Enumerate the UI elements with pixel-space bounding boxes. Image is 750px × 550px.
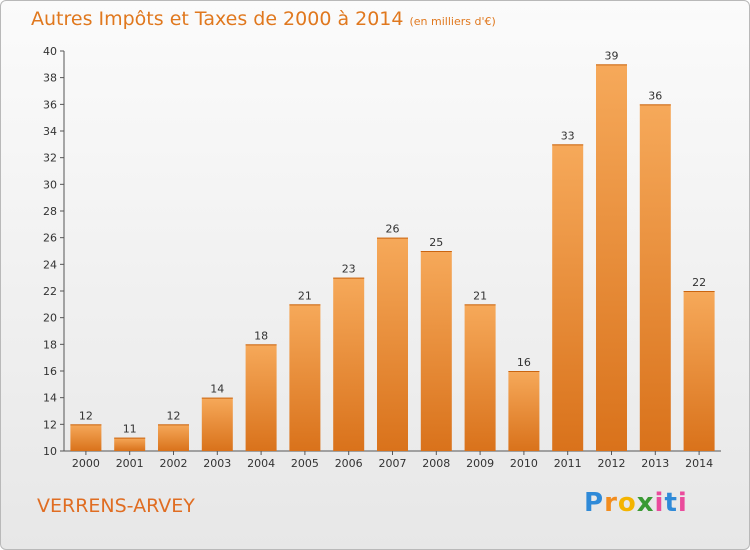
y-tick-label: 28 [43,205,57,218]
y-tick-label: 26 [43,232,57,245]
unit-label: (en milliers d'€) [409,15,496,28]
x-tick-label: 2003 [203,457,231,470]
y-tick-label: 24 [43,258,57,271]
bar-2001 [114,437,146,451]
bar-2006 [333,277,365,451]
x-tick-label: 2000 [72,457,100,470]
labels: 12 2000 11 2001 12 2002 14 2003 18 2004 21 2005 23 20… [72,49,713,470]
x-tick-label: 2013 [641,457,669,470]
data-label: 25 [429,236,443,249]
x-tick-label: 2006 [335,457,363,470]
data-label: 33 [561,129,575,142]
data-label: 12 [79,409,93,422]
y-tick-label: 40 [43,45,57,58]
bar-2009 [464,304,496,451]
data-label: 11 [123,423,137,436]
y-tick-label: 18 [43,338,57,351]
x-tick-label: 2012 [598,457,626,470]
y-tick-label: 30 [43,178,57,191]
title-text: Autres Impôts et Taxes de 2000 à 2014 [31,8,404,30]
bar-2000 [70,424,102,451]
y-tick-label: 22 [43,285,57,298]
bar-2004 [245,344,277,451]
data-label: 36 [648,89,662,102]
data-label: 22 [692,276,706,289]
bar-2010 [508,371,540,451]
bar-2005 [289,304,321,451]
data-label: 23 [342,263,356,276]
bars [70,64,715,452]
y-tick-label: 16 [43,365,57,378]
y-tick-label: 32 [43,152,57,165]
y-tick-label: 36 [43,98,57,111]
data-label: 21 [473,289,487,302]
x-tick-label: 2008 [422,457,450,470]
x-tick-label: 2002 [160,457,188,470]
data-label: 18 [254,329,268,342]
y-tick-label: 20 [43,312,57,325]
x-tick-label: 2009 [466,457,494,470]
data-label: 14 [210,383,224,396]
proxiti-logo: Proxiti [584,488,688,518]
bar-2002 [158,424,189,451]
chart-title: Autres Impôts et Taxes de 2000 à 2014 (en… [31,8,496,30]
y-tick-label: 12 [43,418,57,431]
x-tick-label: 2004 [247,457,275,470]
data-label: 39 [605,49,619,62]
y-tick-label: 10 [43,445,57,458]
x-tick-label: 2007 [379,457,407,470]
y-tick-label: 34 [43,125,57,138]
bar-2003 [201,397,233,451]
data-label: 12 [167,409,181,422]
x-tick-label: 2011 [554,457,582,470]
y-tick-label: 38 [43,72,57,85]
bar-2012 [596,64,627,452]
bar-2007 [377,237,408,451]
y-tick-label: 14 [43,392,57,405]
data-label: 21 [298,289,312,302]
bar-2013 [639,104,671,451]
town-name: VERRENS-ARVEY [37,495,195,517]
data-label: 26 [386,223,400,236]
x-tick-label: 2014 [685,457,713,470]
bar-2014 [683,291,715,451]
bar-2008 [420,251,452,451]
x-tick-label: 2001 [116,457,144,470]
data-label: 16 [517,356,531,369]
x-tick-label: 2005 [291,457,319,470]
bar-2011 [552,144,584,452]
x-tick-label: 2010 [510,457,538,470]
